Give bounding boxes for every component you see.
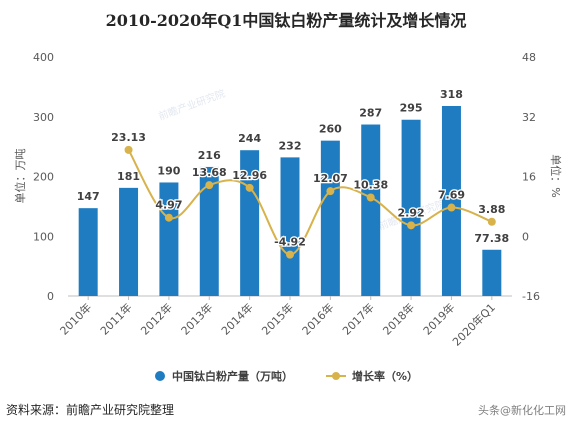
bar-value-label: 77.38 xyxy=(474,232,509,245)
x-tick-label: 2016年 xyxy=(299,300,336,337)
x-tick-label: 2010年 xyxy=(57,300,94,337)
y-left-tick-label: 200 xyxy=(33,171,54,184)
bar-value-label: 287 xyxy=(359,107,382,120)
growth-point xyxy=(326,187,335,196)
bar-value-label: 232 xyxy=(279,139,302,152)
bar-value-label: 295 xyxy=(400,102,423,115)
x-tick-label: 2013年 xyxy=(178,300,215,337)
x-tick-label: 2012年 xyxy=(138,300,175,337)
growth-point xyxy=(487,217,496,226)
bar-value-label: 147 xyxy=(77,190,100,203)
chart-title: 2010-2020年Q1中国钛白粉产量统计及增长情况 xyxy=(106,11,467,30)
legend: 中国钛白粉产量（万吨） 增长率（%） xyxy=(155,369,418,383)
growth-point xyxy=(205,181,214,190)
bar-value-label: 216 xyxy=(198,149,221,162)
bar xyxy=(361,124,381,296)
y-right-tick-label: 32 xyxy=(522,111,536,124)
growth-value-label: 3.88 xyxy=(478,203,505,216)
bar-value-label: 190 xyxy=(157,164,180,177)
y-right-tick-label: 0 xyxy=(522,230,529,243)
bar xyxy=(159,182,179,296)
y-axis-left-title: 单位：万吨 xyxy=(13,149,27,204)
x-tick-label: 2019年 xyxy=(420,300,457,337)
x-tick-label: 2020年Q1 xyxy=(449,300,498,349)
growth-value-label: 7.69 xyxy=(438,189,465,202)
bar-value-label: 181 xyxy=(117,170,140,183)
watermark-footer: 头条@新化化工网 xyxy=(478,403,566,417)
x-tick-label: 2011年 xyxy=(97,300,134,337)
legend-line-label: 增长率（%） xyxy=(352,369,418,383)
bar xyxy=(441,105,461,297)
growth-point xyxy=(447,203,456,212)
y-right-tick-label: 48 xyxy=(522,51,536,64)
y-axis-right-ticks: -16 0 16 32 48 xyxy=(522,51,540,303)
bar xyxy=(199,166,219,296)
growth-point xyxy=(164,213,173,222)
legend-bar-label: 中国钛白粉产量（万吨） xyxy=(172,369,293,383)
bar xyxy=(320,140,340,296)
y-right-tick-label: 16 xyxy=(522,171,536,184)
growth-value-label: 23.13 xyxy=(111,131,146,144)
growth-value-label: -4.92 xyxy=(274,236,306,249)
growth-value-label: 10.38 xyxy=(353,178,388,191)
growth-value-label: 12.96 xyxy=(232,169,267,182)
legend-bar-marker xyxy=(155,371,165,381)
growth-point xyxy=(245,183,254,192)
growth-value-label: 4.97 xyxy=(155,199,182,212)
x-tick-label: 2015年 xyxy=(259,300,296,337)
watermark-left: 前瞻产业研究院 xyxy=(157,87,227,123)
growth-value-label: 13.68 xyxy=(192,166,227,179)
bars-group xyxy=(78,105,502,297)
legend-line-dot xyxy=(332,372,340,380)
x-tick-label: 2018年 xyxy=(380,300,417,337)
y-axis-left-ticks: 0 100 200 300 400 xyxy=(33,51,54,303)
y-left-tick-label: 300 xyxy=(33,111,54,124)
bar-value-label: 244 xyxy=(238,132,261,145)
growth-point xyxy=(286,250,294,259)
bar-labels-group: 147 181 190 216 244 232 260 287 295 318 77.38 xyxy=(77,88,510,245)
bar xyxy=(78,208,98,296)
x-axis-ticks: 2010年 2011年 2012年 2013年 2014年 2015年 2016年 2017年… xyxy=(57,296,498,349)
growth-point xyxy=(124,145,133,154)
growth-value-label: 12.07 xyxy=(313,172,348,185)
growth-point xyxy=(407,221,416,230)
growth-point xyxy=(366,193,375,202)
bar xyxy=(401,119,421,296)
bar xyxy=(119,187,139,296)
bar xyxy=(280,157,300,296)
y-left-tick-label: 100 xyxy=(33,230,54,243)
bar xyxy=(240,150,260,296)
y-left-tick-label: 0 xyxy=(47,290,54,303)
growth-value-label: 2.92 xyxy=(398,206,425,219)
bar-value-label: 318 xyxy=(440,88,463,101)
bar-value-label: 260 xyxy=(319,123,342,136)
x-tick-label: 2014年 xyxy=(218,300,255,337)
y-axis-right-title: 单位：% xyxy=(549,154,563,197)
x-tick-label: 2017年 xyxy=(339,300,376,337)
growth-line xyxy=(127,149,493,256)
bar xyxy=(482,249,502,296)
y-right-tick-label: -16 xyxy=(522,290,540,303)
growth-line-group: 23.13 4.97 13.68 12.96 -4.92 12.07 10.38 2.92 7.… xyxy=(110,130,507,259)
source-note: 资料来源：前瞻产业研究院整理 xyxy=(6,402,174,417)
y-left-tick-label: 400 xyxy=(33,51,54,64)
